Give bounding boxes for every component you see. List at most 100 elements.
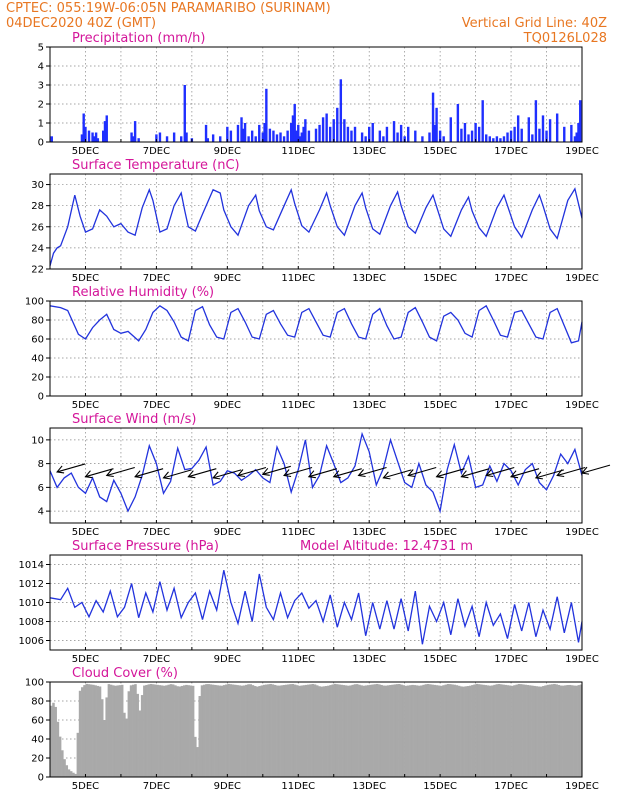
precip-bar	[240, 117, 243, 142]
precip-bar	[304, 119, 307, 142]
cloud-bar	[327, 685, 330, 777]
cloud-bar	[566, 685, 569, 777]
precip-bar	[435, 107, 438, 142]
cloud-bar	[171, 684, 175, 777]
x-tick-label: 15DEC	[423, 781, 457, 792]
cloud-bar	[109, 684, 113, 777]
cloud-bar	[508, 685, 512, 777]
cloud-bar	[499, 684, 503, 777]
cloud-bar	[369, 684, 372, 777]
x-tick-label: 5DEC	[72, 146, 99, 157]
panels: 0 1 2 3 4 5 5DEC 7DEC 9DEC 11DEC 13DEC 15DEC 17DEC 19…	[19, 31, 611, 792]
x-tick-label: 11DEC	[281, 781, 315, 792]
cloud-bar	[180, 685, 184, 777]
cloud-bar	[276, 685, 279, 777]
precip-bar	[279, 132, 282, 142]
cloud-bar	[307, 684, 310, 777]
cloud-bar	[63, 759, 66, 777]
cloud-bar	[415, 685, 419, 777]
cloud-bar	[138, 710, 142, 777]
x-tick-label: 17DEC	[494, 781, 528, 792]
precip-bar	[527, 117, 530, 142]
cloud-bar	[258, 686, 261, 777]
cloud-bar	[391, 684, 394, 777]
panel-temperature: 22 24 26 28 30 5DEC 7DEC 9DEC 11DEC 13DEC 15DEC 17D…	[31, 158, 599, 284]
precip-bar	[158, 132, 162, 142]
cloud-bar	[200, 685, 204, 777]
cloud-bar	[100, 699, 104, 777]
cloud-bar	[302, 685, 306, 777]
cloud-bar	[245, 684, 248, 777]
cloud-bar	[103, 720, 106, 777]
cloud-bar	[183, 685, 186, 777]
x-tick-label: 9DEC	[214, 781, 241, 792]
cloud-bar	[50, 705, 53, 777]
cloud-bar	[380, 684, 383, 777]
cloud-bar	[575, 685, 578, 777]
y-tick-label: 100	[25, 297, 44, 308]
cloud-bar	[440, 685, 443, 777]
cloud-bar	[58, 736, 62, 777]
precip-bar	[80, 134, 84, 142]
precip-bar	[229, 130, 233, 142]
cloud-bar	[316, 685, 319, 777]
header-run-time: 04DEC2020 40Z (GMT)	[6, 16, 156, 31]
cloud-bar	[287, 684, 290, 777]
precip-bar	[332, 119, 335, 142]
cloud-bar	[322, 686, 326, 777]
precip-bar	[360, 132, 364, 142]
precip-bar	[254, 136, 257, 142]
cloud-bar	[147, 684, 151, 777]
cloud-bar	[398, 684, 401, 777]
precip-bar	[534, 100, 538, 142]
x-tick-label: 19DEC	[565, 273, 599, 284]
precip-bar	[399, 124, 403, 142]
cloud-bar	[333, 683, 337, 777]
precip-bar	[371, 123, 374, 142]
cloud-bar	[464, 686, 468, 777]
cloud-bar	[222, 685, 226, 777]
cloud-bar	[444, 684, 448, 777]
x-tick-label: 13DEC	[352, 781, 386, 792]
cloud-bar	[120, 684, 124, 777]
precip-bar	[438, 130, 442, 142]
precip-bar	[314, 128, 318, 142]
precip-bar	[155, 134, 158, 142]
cloud-bar	[300, 685, 303, 777]
x-tick-label: 11DEC	[281, 146, 315, 157]
x-tick-label: 7DEC	[143, 654, 170, 665]
precip-bar	[298, 136, 302, 142]
cloud-bar	[187, 685, 190, 777]
cloud-bar	[134, 684, 137, 777]
precip-bar	[555, 113, 559, 142]
y-tick-label: 100	[25, 678, 44, 689]
cloud-bar	[278, 685, 281, 777]
x-tick-label: 7DEC	[143, 273, 170, 284]
precip-bar	[428, 132, 431, 142]
cloud-bar	[304, 684, 308, 777]
precip-bar	[87, 130, 91, 142]
cloud-bar	[373, 684, 377, 777]
precip-bar	[211, 134, 215, 142]
panel-humidity: 0 20 40 60 80 100 5DEC 7DEC 9DEC 11DEC 13DEC 15DEC 1…	[25, 285, 599, 411]
cloud-bar	[497, 684, 501, 777]
cloud-bar	[351, 684, 354, 777]
cloud-bar	[342, 685, 346, 777]
wind-arrow	[212, 469, 242, 480]
x-tick-label: 5DEC	[72, 527, 99, 538]
panel-frame	[49, 46, 583, 143]
x-tick-label: 7DEC	[143, 781, 170, 792]
cloud-bar	[127, 691, 131, 777]
cloud-bar	[158, 685, 162, 777]
cloud-bar	[449, 684, 452, 777]
cloud-bar	[118, 685, 122, 777]
x-tick-label: 5DEC	[72, 654, 99, 665]
cloud-bar	[231, 684, 235, 777]
cloud-bar	[69, 771, 73, 777]
y-tick-label: 0	[38, 773, 44, 784]
cloud-bar	[384, 685, 388, 777]
cloud-bar	[504, 684, 507, 777]
cloud-bar	[344, 685, 348, 777]
y-tick-label: 80	[31, 697, 44, 708]
x-tick-label: 15DEC	[423, 146, 457, 157]
